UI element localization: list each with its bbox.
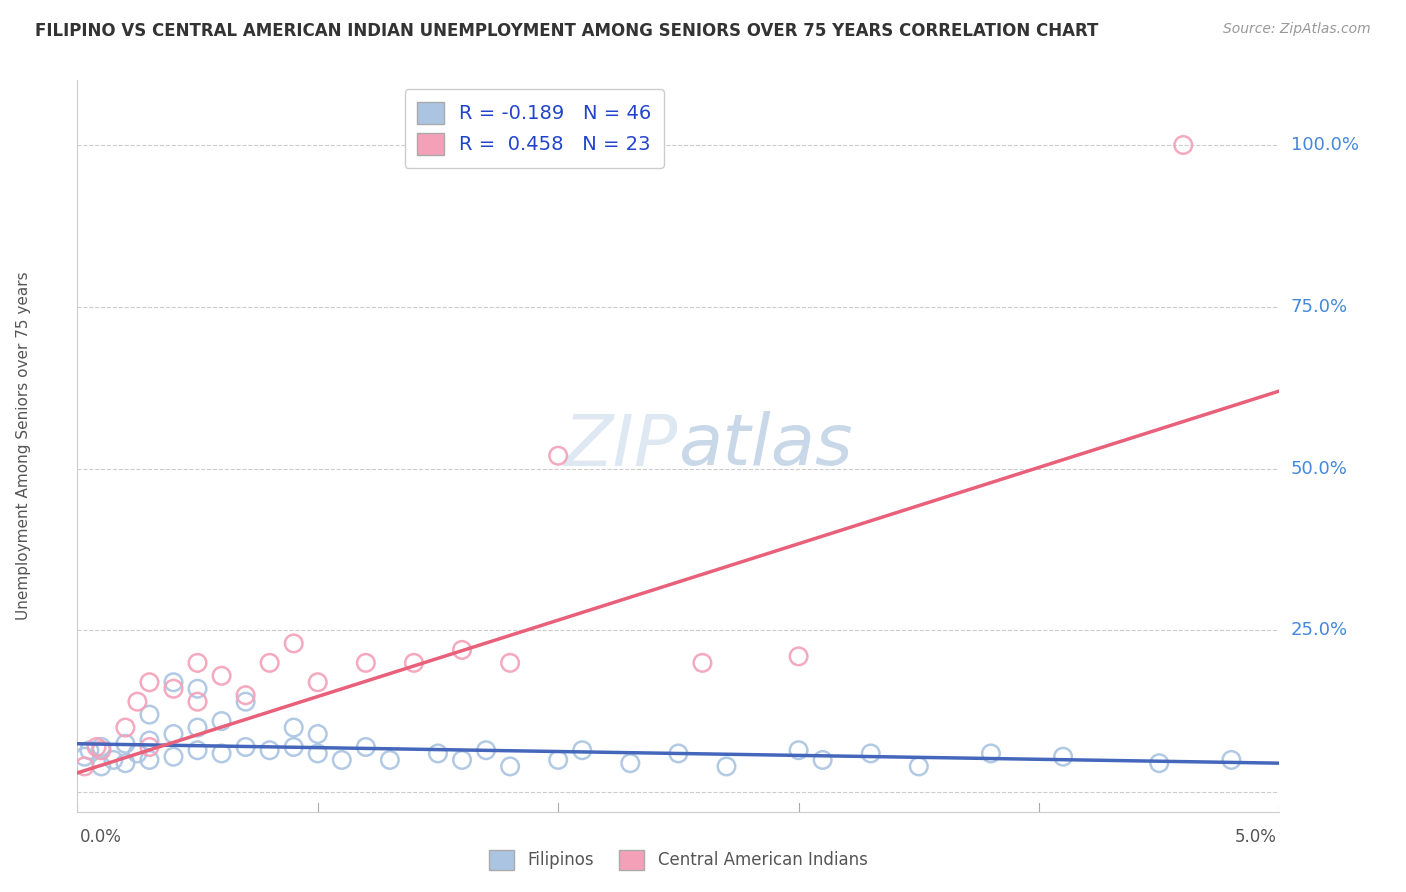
Point <box>138 675 160 690</box>
Point <box>162 675 184 690</box>
Point <box>307 675 329 690</box>
Text: Source: ZipAtlas.com: Source: ZipAtlas.com <box>1223 22 1371 37</box>
Point <box>90 743 112 757</box>
Point <box>73 749 96 764</box>
Point <box>211 669 233 683</box>
Text: 100.0%: 100.0% <box>1291 136 1358 154</box>
Point <box>138 753 160 767</box>
Text: 50.0%: 50.0% <box>1291 459 1347 477</box>
Point <box>127 695 149 709</box>
Point <box>668 747 690 761</box>
Point <box>186 743 209 757</box>
Point <box>211 714 233 728</box>
Point <box>859 747 882 761</box>
Point <box>259 743 281 757</box>
Point <box>908 759 931 773</box>
Point <box>86 739 108 754</box>
Text: 5.0%: 5.0% <box>1234 828 1277 846</box>
Point <box>283 636 305 650</box>
Point <box>162 749 184 764</box>
Point <box>114 737 136 751</box>
Point <box>980 747 1002 761</box>
Point <box>127 747 149 761</box>
Point <box>1173 138 1195 153</box>
Text: FILIPINO VS CENTRAL AMERICAN INDIAN UNEMPLOYMENT AMONG SENIORS OVER 75 YEARS COR: FILIPINO VS CENTRAL AMERICAN INDIAN UNEM… <box>35 22 1098 40</box>
Point <box>138 739 160 754</box>
Point <box>307 727 329 741</box>
Point <box>114 756 136 771</box>
Point <box>283 721 305 735</box>
Text: ZIP: ZIP <box>564 411 679 481</box>
Point <box>1220 753 1243 767</box>
Point <box>186 721 209 735</box>
Point <box>716 759 738 773</box>
Point <box>619 756 641 771</box>
Point <box>138 733 160 747</box>
Point <box>235 695 257 709</box>
Point <box>114 721 136 735</box>
Point <box>787 743 810 757</box>
Point <box>186 656 209 670</box>
Point <box>162 727 184 741</box>
Point <box>354 739 377 754</box>
Point <box>427 747 450 761</box>
Point <box>186 681 209 696</box>
Text: 25.0%: 25.0% <box>1291 622 1348 640</box>
Point <box>499 759 522 773</box>
Point <box>162 681 184 696</box>
Point <box>235 688 257 702</box>
Point <box>103 753 125 767</box>
Text: atlas: atlas <box>679 411 853 481</box>
Point <box>1149 756 1171 771</box>
Point <box>811 753 834 767</box>
Point <box>235 739 257 754</box>
Point <box>402 656 425 670</box>
Point <box>451 643 474 657</box>
Point <box>475 743 498 757</box>
Text: 0.0%: 0.0% <box>80 828 122 846</box>
Point <box>354 656 377 670</box>
Point <box>1052 749 1074 764</box>
Point <box>211 747 233 761</box>
Point <box>138 707 160 722</box>
Point <box>330 753 353 767</box>
Point <box>186 695 209 709</box>
Point <box>259 656 281 670</box>
Point <box>571 743 593 757</box>
Point <box>73 759 96 773</box>
Point <box>547 753 569 767</box>
Point <box>787 649 810 664</box>
Point <box>90 759 112 773</box>
Point <box>499 656 522 670</box>
Point <box>307 747 329 761</box>
Legend: R = -0.189   N = 46, R =  0.458   N = 23: R = -0.189 N = 46, R = 0.458 N = 23 <box>405 89 664 168</box>
Point <box>90 739 112 754</box>
Point <box>283 739 305 754</box>
Point <box>692 656 714 670</box>
Point <box>451 753 474 767</box>
Point <box>378 753 401 767</box>
Point <box>79 743 101 757</box>
Point <box>547 449 569 463</box>
Text: 75.0%: 75.0% <box>1291 298 1348 316</box>
Text: Unemployment Among Seniors over 75 years: Unemployment Among Seniors over 75 years <box>15 272 31 620</box>
